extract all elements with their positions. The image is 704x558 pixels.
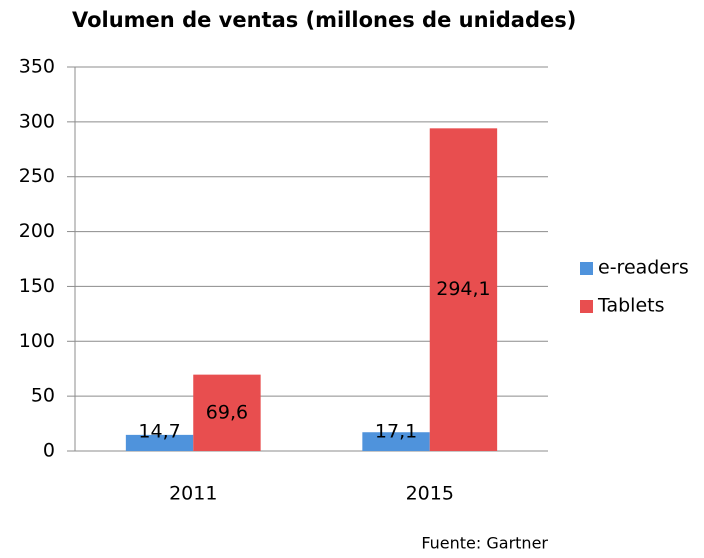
value-label: 69,6 [206, 401, 248, 423]
x-tick-label: 2011 [169, 483, 217, 505]
legend-swatch [580, 262, 593, 275]
value-label: 294,1 [436, 278, 490, 300]
y-tick-label: 200 [19, 220, 55, 242]
value-label: 17,1 [375, 421, 417, 443]
y-tick-label: 0 [43, 440, 55, 462]
bar [125, 434, 194, 451]
x-tick-label: 2015 [406, 483, 454, 505]
legend-label: Tablets [597, 295, 664, 317]
y-tick-label: 300 [19, 110, 55, 132]
bar [429, 128, 498, 451]
y-tick-label: 100 [19, 330, 55, 352]
legend-label: e-readers [598, 257, 689, 279]
chart-title: Volumen de ventas (millones de unidades) [72, 8, 576, 32]
y-tick-label: 50 [31, 385, 55, 407]
bar [362, 432, 430, 451]
source-note: Fuente: Gartner [421, 534, 548, 553]
y-tick-label: 250 [19, 165, 55, 187]
y-tick-label: 350 [19, 56, 55, 78]
legend-swatch [580, 300, 593, 313]
y-tick-label: 150 [19, 275, 55, 297]
bar [193, 374, 261, 451]
value-label: 14,7 [138, 421, 180, 443]
